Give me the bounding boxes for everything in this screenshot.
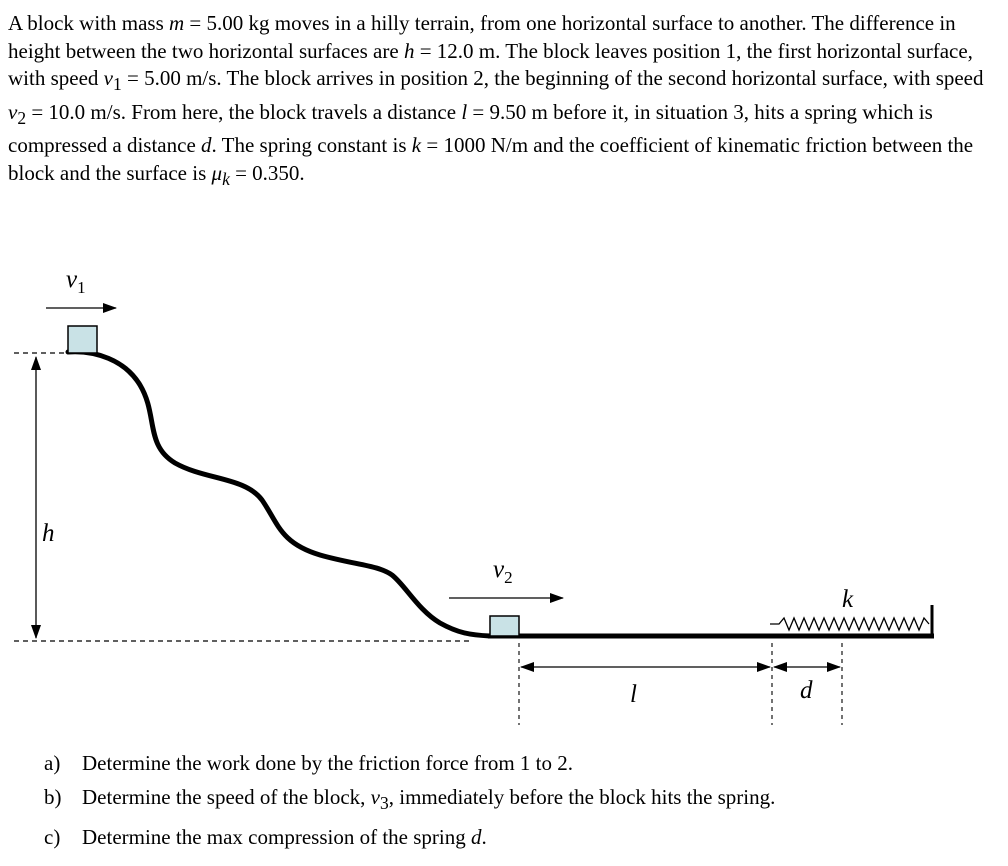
question-letter: b) bbox=[44, 785, 62, 809]
block-position-2 bbox=[489, 615, 520, 637]
question-text: Determine the work done by the friction … bbox=[82, 751, 574, 775]
question-a: a) Determine the work done by the fricti… bbox=[44, 746, 974, 780]
question-b: b) Determine the speed of the block, v3,… bbox=[44, 780, 974, 820]
question-letter: a) bbox=[44, 751, 61, 775]
question-c: c) Determine the max compression of the … bbox=[44, 820, 974, 854]
mass-symbol: m bbox=[169, 11, 185, 35]
spring bbox=[770, 616, 930, 632]
terrain-diagram: h v1 v2 k l d bbox=[14, 266, 934, 725]
speed2-symbol: v bbox=[8, 99, 18, 124]
question-letter: c) bbox=[44, 825, 61, 850]
speed2-subscript: 2 bbox=[17, 107, 27, 128]
problem-text: A block with mass bbox=[8, 11, 169, 35]
problem-statement: A block with mass m = 5.00 kg moves in a… bbox=[8, 10, 1003, 194]
problem-text: = 1000 N/m and the coefficient of kinema… bbox=[8, 133, 974, 185]
problem-text: = 9.50 m before it, in situation 3, hits… bbox=[8, 99, 933, 158]
question-text: Determine the speed of the block, v3, im… bbox=[82, 785, 776, 814]
distance-d-label: d bbox=[800, 677, 813, 704]
hill-curve bbox=[65, 349, 493, 639]
question-text: Determine the max compression of the spr… bbox=[82, 825, 487, 850]
height-label: h bbox=[42, 520, 55, 547]
distance-l-label: l bbox=[630, 681, 637, 708]
height-symbol: h bbox=[403, 38, 415, 63]
friction-symbol: μ bbox=[211, 160, 223, 185]
problem-text: . The spring constant is bbox=[211, 133, 412, 158]
problem-text: = 5.00 m/s. The block arrives in positio… bbox=[121, 66, 984, 90]
problem-text: = 5.00 kg moves in a hilly terrain, from… bbox=[8, 11, 956, 63]
v2-label: v2 bbox=[493, 556, 513, 587]
question-list: a) Determine the work done by the fricti… bbox=[44, 746, 974, 854]
distance-symbol: l bbox=[461, 99, 468, 124]
friction-subscript: k bbox=[222, 169, 230, 190]
problem-text: = 10.0 m/s. From here, the block travels… bbox=[26, 99, 462, 124]
problem-text: = 12.0 m. The block leaves position 1, t… bbox=[8, 38, 973, 91]
speed1-subscript: 1 bbox=[112, 74, 122, 95]
spring-constant-symbol: k bbox=[411, 133, 422, 158]
speed1-symbol: v bbox=[103, 66, 113, 90]
compression-symbol: d bbox=[201, 133, 212, 158]
block-position-1 bbox=[67, 325, 98, 354]
v1-label: v1 bbox=[66, 266, 86, 297]
problem-text: = 0.350. bbox=[229, 160, 305, 185]
spring-constant-label: k bbox=[842, 586, 854, 613]
